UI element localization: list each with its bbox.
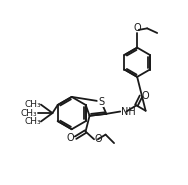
Text: NH: NH (121, 107, 136, 117)
Text: CH₃: CH₃ (24, 117, 41, 126)
Text: O: O (133, 23, 141, 33)
Text: S: S (98, 97, 104, 107)
Text: CH₃: CH₃ (24, 100, 41, 109)
Text: CH₃: CH₃ (20, 109, 37, 117)
Text: O: O (66, 133, 74, 143)
Text: O: O (95, 134, 102, 144)
Text: O: O (142, 91, 149, 101)
